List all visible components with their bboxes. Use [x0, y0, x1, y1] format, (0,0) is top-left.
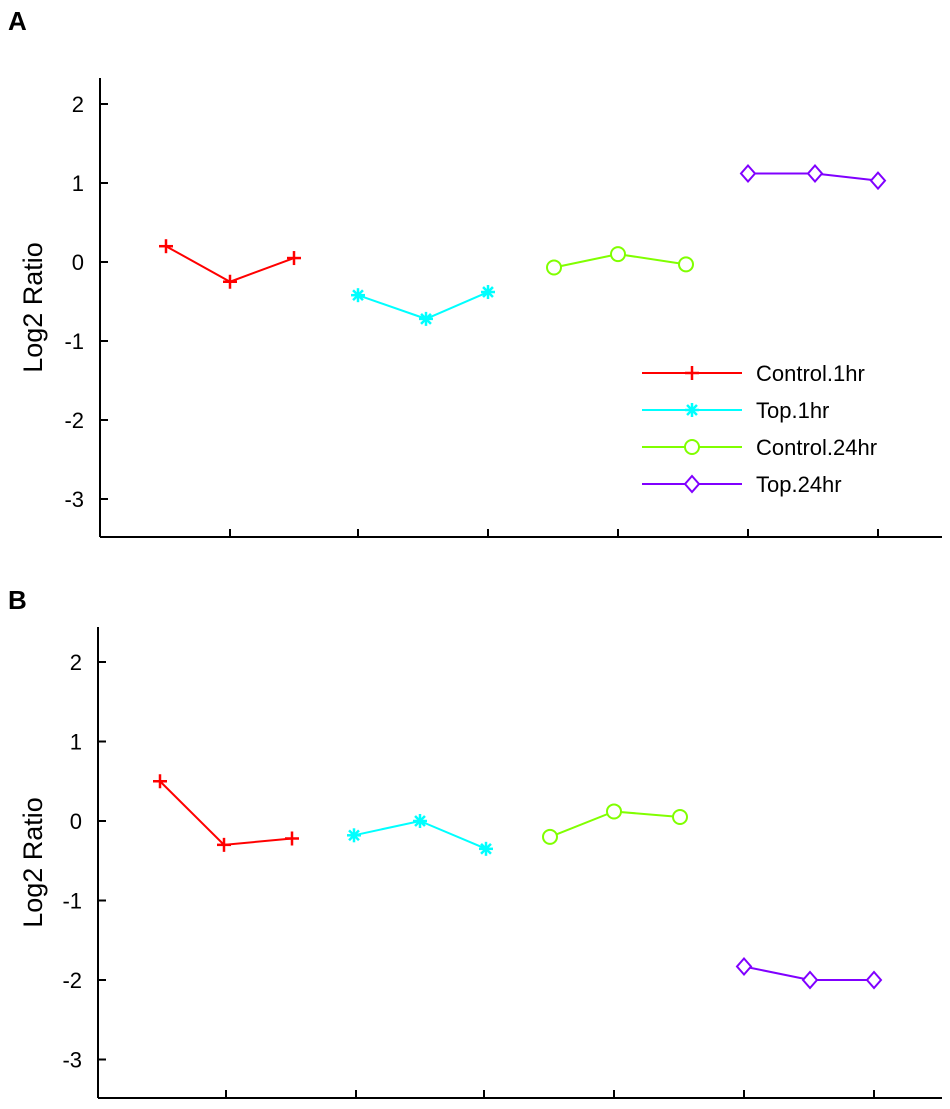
data-point	[351, 288, 365, 303]
data-point	[479, 841, 493, 856]
legend-item: Control.24hr	[642, 435, 877, 460]
panel-label: A	[8, 6, 27, 36]
legend-label: Control.1hr	[756, 361, 865, 386]
legend-label: Top.1hr	[756, 398, 829, 423]
legend-marker	[684, 439, 700, 455]
data-point	[413, 814, 427, 828]
data-point-ray	[348, 829, 360, 842]
legend-label: Top.24hr	[756, 472, 842, 497]
data-point	[223, 274, 237, 289]
legend-label: Control.24hr	[756, 435, 877, 460]
data-point	[739, 164, 757, 184]
panel-b: B 2 1 0 -1 -2 -3 Log2 Ratio	[8, 585, 942, 1099]
series-top-24hr	[735, 956, 883, 990]
data-point	[735, 956, 753, 977]
data-point	[610, 246, 626, 263]
data-point	[217, 837, 231, 852]
legend-marker	[685, 403, 699, 417]
legend-marker	[683, 474, 701, 494]
y-tick-label: 1	[70, 730, 82, 755]
data-point	[801, 970, 819, 990]
data-point-ray	[420, 313, 432, 325]
data-point	[347, 828, 361, 843]
y-tick-label: 2	[70, 650, 82, 675]
data-point-ray	[414, 815, 426, 827]
y-tick-label: -3	[64, 487, 84, 512]
legend-item: Top.24hr	[642, 472, 842, 497]
series-control-1hr	[153, 774, 299, 852]
legend-item: Control.1hr	[642, 361, 865, 386]
series-control-1hr	[159, 239, 301, 289]
data-point	[806, 164, 824, 184]
series-top-1hr	[347, 814, 493, 856]
legend: Control.1hr Top.1hr Control.24hr Top.24hr	[642, 361, 877, 497]
data-point	[285, 831, 299, 846]
y-tick-label: -1	[62, 889, 82, 914]
series-control-24hr	[542, 803, 688, 845]
data-point-ray	[482, 286, 494, 298]
panel-label: B	[8, 585, 27, 615]
data-point-ray	[480, 842, 492, 855]
y-tick-label: 0	[72, 250, 84, 275]
data-point	[865, 970, 883, 990]
data-point	[159, 239, 173, 254]
data-point	[678, 256, 694, 273]
y-tick-label: -2	[64, 408, 84, 433]
data-point	[606, 803, 622, 820]
data-point	[546, 259, 562, 276]
legend-marker-ray	[686, 404, 698, 416]
y-tick-label: 1	[72, 171, 84, 196]
data-point	[419, 311, 433, 326]
y-axis-label: Log2 Ratio	[18, 797, 48, 928]
data-point	[481, 285, 495, 300]
legend-item: Top.1hr	[642, 398, 829, 423]
data-point	[542, 828, 558, 845]
y-tick-label: -1	[64, 329, 84, 354]
data-point	[153, 774, 167, 789]
series-line	[159, 780, 293, 846]
series-control-24hr	[546, 246, 694, 276]
y-axis-label: Log2 Ratio	[18, 242, 48, 373]
series-top-1hr	[351, 285, 495, 326]
y-tick-label: 0	[70, 809, 82, 834]
y-tick-label: 2	[72, 92, 84, 117]
data-point	[287, 251, 301, 266]
data-point	[672, 809, 688, 826]
legend-marker	[685, 366, 699, 380]
data-point	[869, 171, 887, 191]
y-tick-label: -2	[62, 968, 82, 993]
data-point-ray	[352, 289, 364, 302]
y-tick-label: -3	[62, 1048, 82, 1073]
series-top-24hr	[739, 164, 887, 191]
